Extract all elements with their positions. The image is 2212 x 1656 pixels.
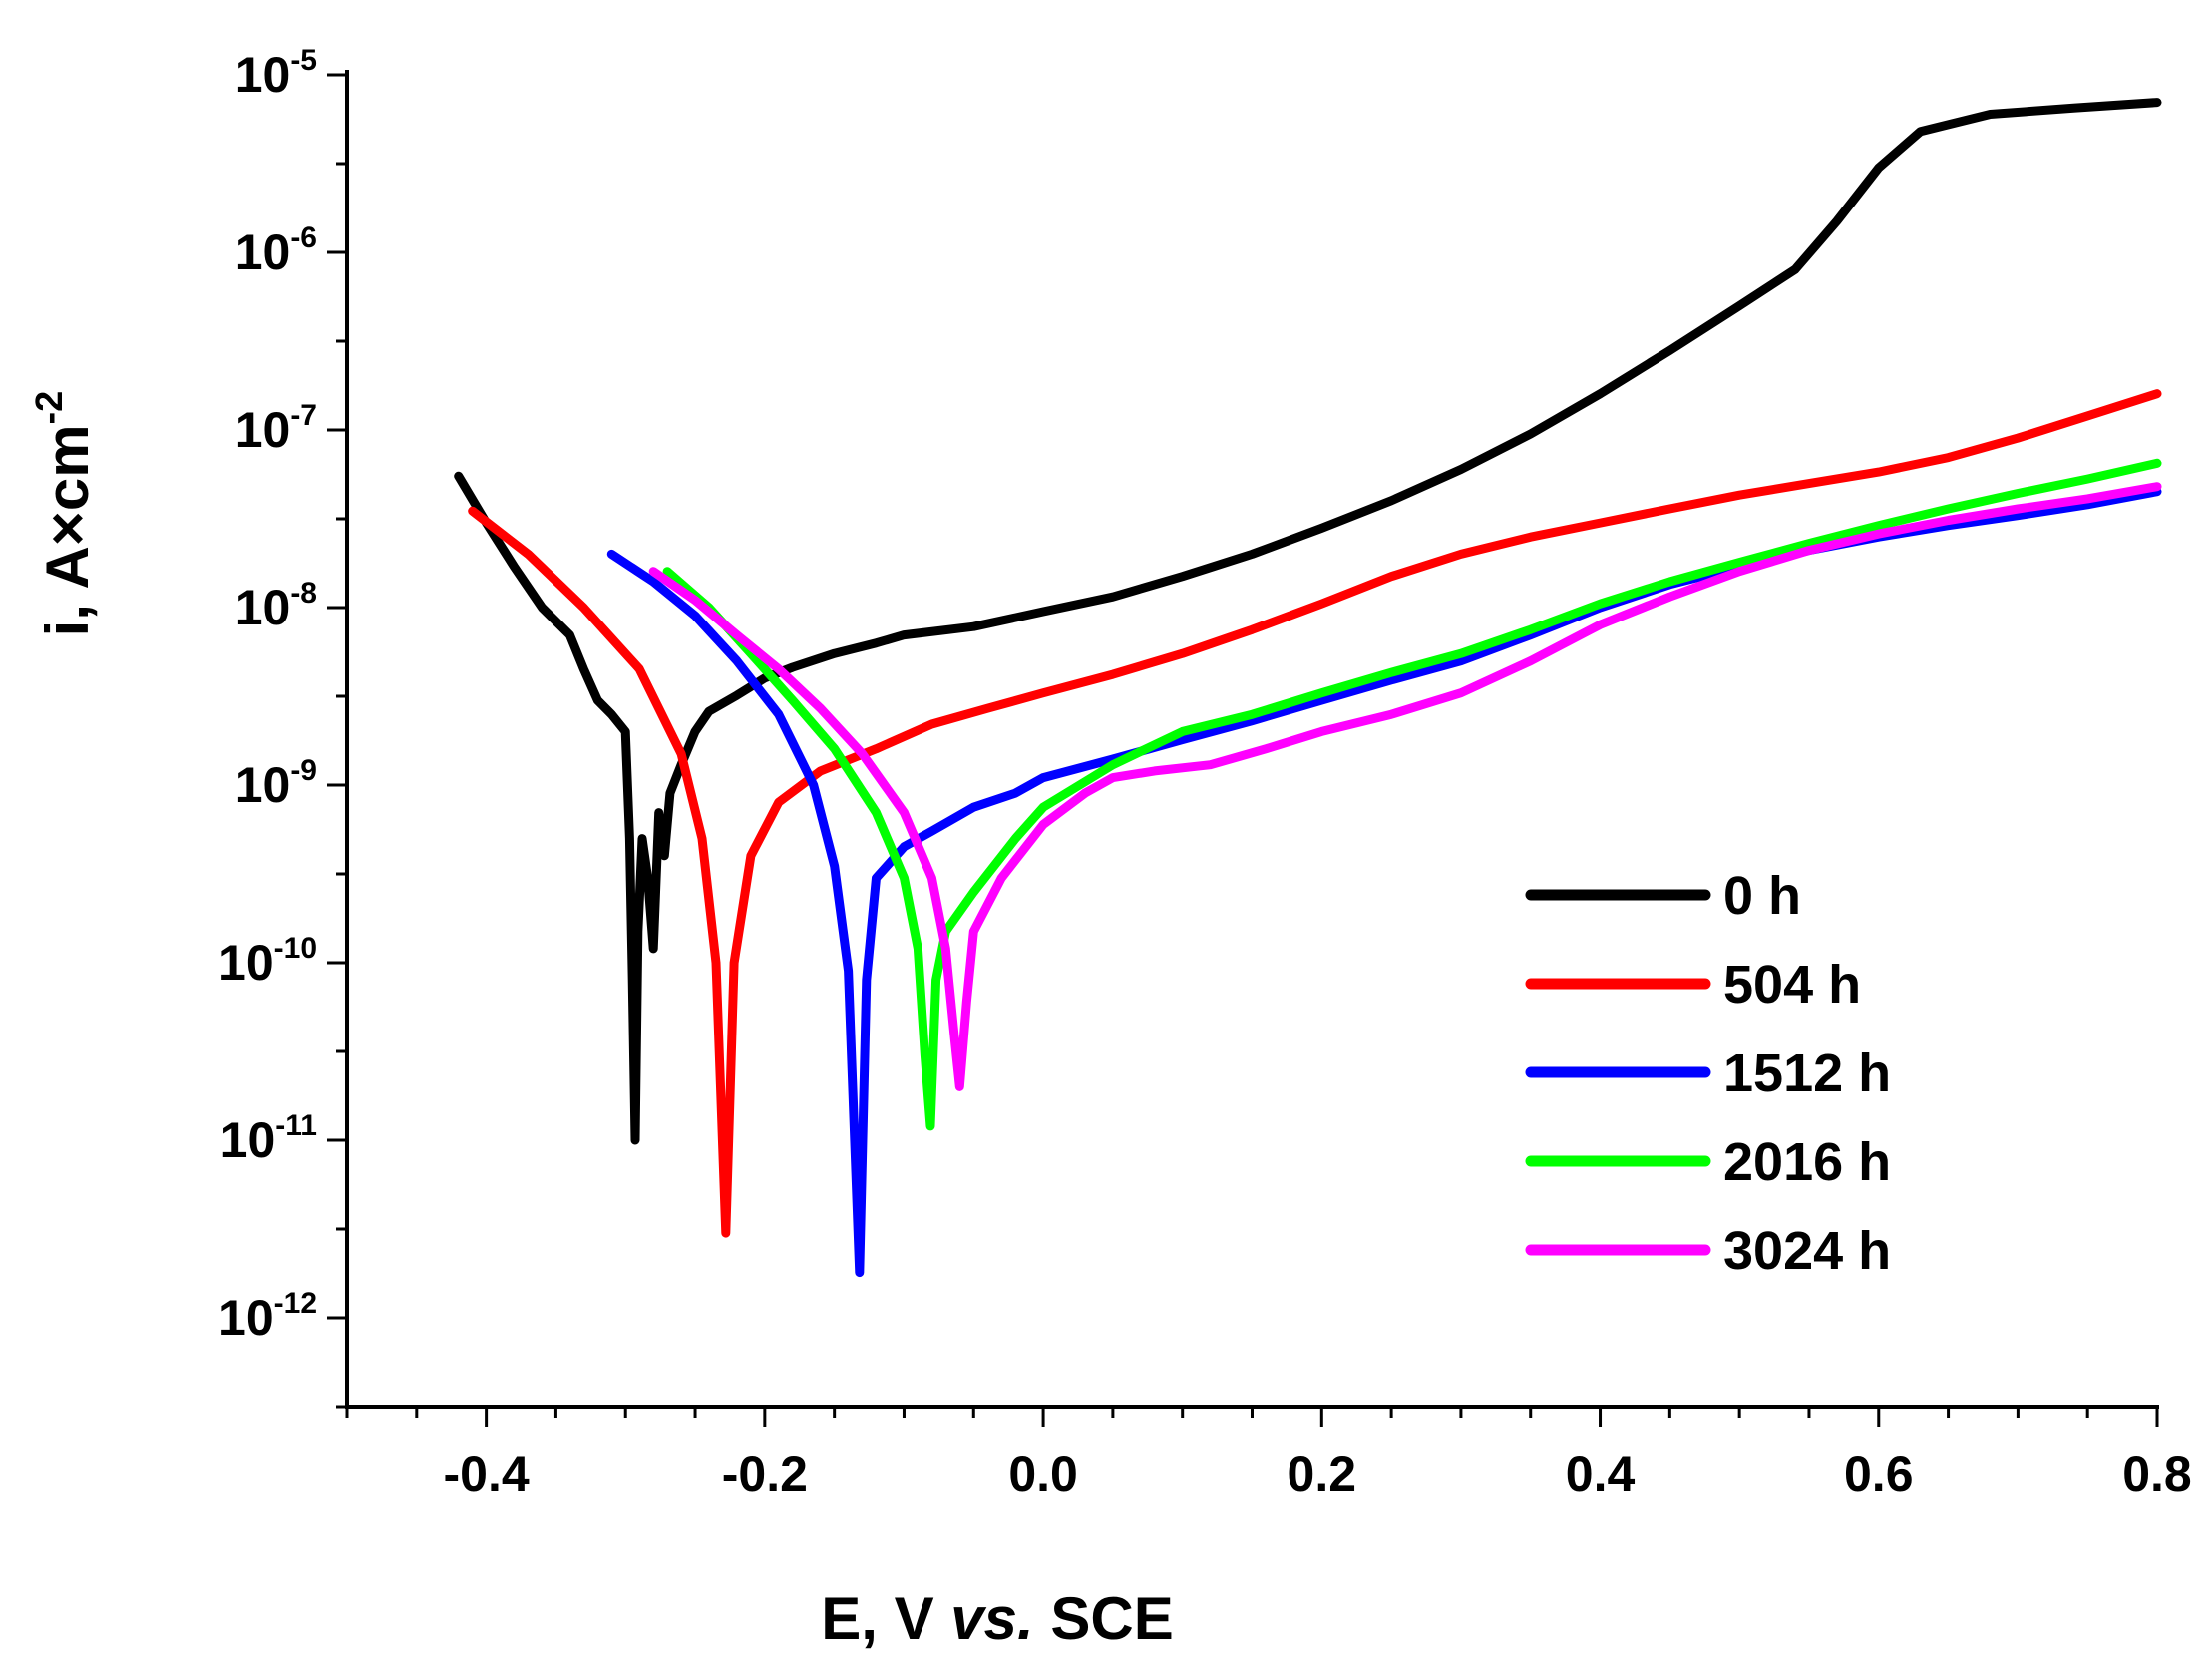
x-tick-label: 0.6 xyxy=(1844,1447,1914,1502)
x-axis-title: E, V vs. SCE xyxy=(821,1585,1174,1652)
legend: 0 h 504 h 1512 h 2016 h 3024 h xyxy=(1525,866,1891,1281)
data-series xyxy=(454,98,2162,1278)
legend-label: 3024 h xyxy=(1723,1221,1891,1281)
series-line-2016-h xyxy=(662,458,2162,1131)
series-line-0-h xyxy=(454,98,2162,1145)
legend-label: 0 h xyxy=(1723,866,1801,926)
y-tick-label: 10-8 xyxy=(235,577,317,635)
y-axis-title: i, A×cm-2 xyxy=(29,391,101,637)
series-line-3024-h xyxy=(648,482,2162,1091)
y-tick-label: 10-11 xyxy=(220,1109,317,1168)
y-tick-label: 10-6 xyxy=(235,221,317,280)
y-tick-label: 10-12 xyxy=(218,1287,317,1346)
x-tick-label: -0.4 xyxy=(444,1447,530,1502)
x-tick-label: 0.4 xyxy=(1566,1447,1636,1502)
axes xyxy=(345,70,2159,1409)
series-line-1512-h xyxy=(606,487,2162,1278)
y-tick-label: 10-10 xyxy=(218,932,317,991)
legend-label: 504 h xyxy=(1723,955,1861,1015)
x-tick-label: 0.0 xyxy=(1008,1447,1078,1502)
axis-titles: E, V vs. SCE i, A×cm-2 xyxy=(29,391,1174,1652)
y-tick-label: 10-9 xyxy=(235,754,317,813)
x-tick-label: 0.2 xyxy=(1288,1447,1357,1502)
legend-label: 1512 h xyxy=(1723,1043,1891,1103)
axis-ticks: -0.4 -0.2 0.0 0.2 0.4 0.6 0.8 10-5 10-6 10-7 10-8 1… xyxy=(218,44,2192,1502)
x-tick-label: -0.2 xyxy=(722,1447,808,1502)
y-tick-label: 10-7 xyxy=(235,399,317,458)
x-tick-label: 0.8 xyxy=(2122,1447,2192,1502)
series-line-504-h xyxy=(468,389,2162,1238)
legend-label: 2016 h xyxy=(1723,1132,1891,1192)
y-tick-label: 10-5 xyxy=(235,44,317,103)
